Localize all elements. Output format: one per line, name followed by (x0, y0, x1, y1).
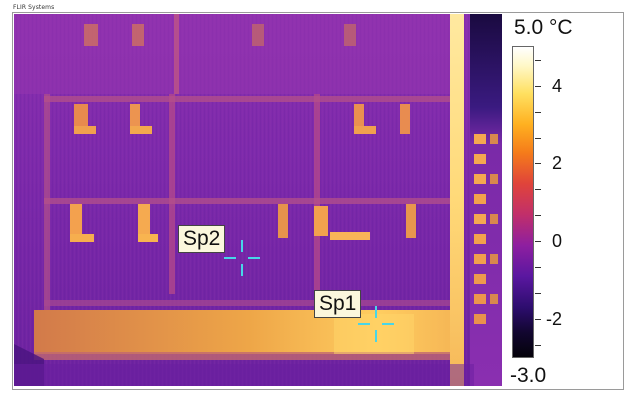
scale-tick-label: -2 (546, 309, 563, 329)
scale-max-label: 5.0 °C (514, 16, 573, 39)
scale-tick (535, 86, 541, 87)
temperature-colorbar (512, 46, 534, 358)
scale-tick-minor (535, 138, 541, 139)
spot-sp1-label[interactable]: Sp1 (314, 290, 362, 318)
spot-sp2-label[interactable]: Sp2 (178, 225, 226, 253)
thermal-image-canvas (14, 14, 502, 386)
scale-tick-minor (535, 189, 541, 190)
scale-tick (535, 319, 541, 320)
scale-tick (535, 163, 541, 164)
scale-tick-minor (535, 215, 541, 216)
scale-tick-label: 0 (552, 231, 563, 251)
vendor-label: FLIR Systems (13, 4, 55, 11)
thermal-image[interactable] (14, 14, 502, 386)
scale-tick-minor (535, 345, 541, 346)
spot-sp2-crosshair-icon[interactable] (222, 238, 262, 278)
scale-tick-minor (535, 112, 541, 113)
spot-sp1-crosshair-icon[interactable] (356, 304, 396, 344)
scale-tick (535, 241, 541, 242)
scale-tick-minor (535, 60, 541, 61)
scale-tick-minor (535, 293, 541, 294)
scale-min-label: -3.0 (510, 364, 547, 387)
scale-tick-label: 4 (552, 76, 563, 96)
scale-tick-minor (535, 267, 541, 268)
scale-tick-label: 2 (552, 153, 563, 173)
